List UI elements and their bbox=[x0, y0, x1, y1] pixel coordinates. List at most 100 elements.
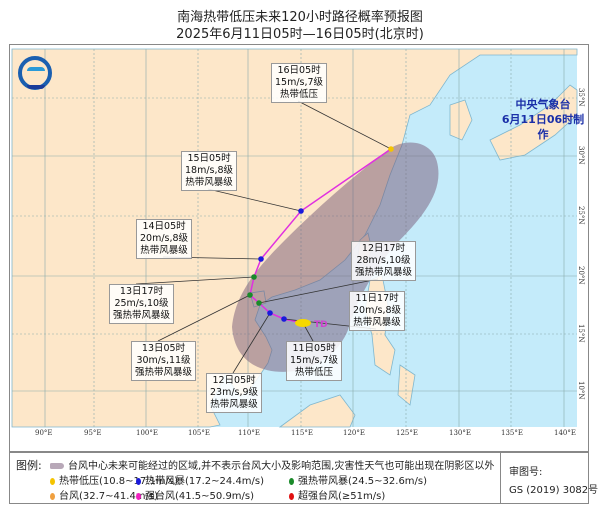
legend-item-text: 热带低压(10.8~17.1m/s) bbox=[59, 476, 179, 487]
annotation-speed: 18m/s,8级 bbox=[185, 165, 234, 176]
legend-item-text: 超强台风(≥51m/s) bbox=[298, 491, 386, 502]
legend-cone-text: 台风中心未来可能经过的区域,并不表示台风大小及影响范围,灾害性天气也可能出现在阴… bbox=[68, 461, 495, 472]
forecast-point[interactable] bbox=[298, 208, 304, 214]
longitude-label: 100°E bbox=[136, 429, 158, 437]
probability-cone bbox=[232, 142, 439, 372]
annotation-speed: 28m/s,10级 bbox=[356, 255, 411, 266]
current-position-marker bbox=[295, 319, 311, 327]
forecast-annotation: 13日17时 25m/s,10级 强热带风暴级 bbox=[109, 284, 175, 324]
forecast-annotation: 12日05时 23m/s,9级 热带风暴级 bbox=[206, 373, 263, 413]
latitude-label: 30°N bbox=[577, 146, 585, 165]
leader-line bbox=[232, 312, 271, 374]
annotation-speed: 15m/s,7级 bbox=[290, 355, 339, 366]
legend-cone: 台风中心未来可能经过的区域,并不表示台风大小及影响范围,灾害性天气也可能出现在阴… bbox=[50, 457, 494, 472]
category-dot-icon bbox=[50, 477, 55, 485]
annotation-time: 11日17时 bbox=[355, 293, 399, 304]
annotation-speed: 30m/s,11级 bbox=[136, 355, 191, 366]
annotation-speed: 25m/s,10级 bbox=[114, 298, 169, 309]
annotation-time: 13日17时 bbox=[119, 286, 164, 297]
issue-time: 6月11日06时制作 bbox=[501, 113, 585, 141]
forecast-point[interactable] bbox=[247, 292, 253, 298]
map-subtitle: 2025年6月11日05时—16日05时(北京时) bbox=[176, 27, 424, 42]
legend-item: 超强台风(≥51m/s) bbox=[289, 487, 385, 502]
storm-label: TD bbox=[314, 320, 328, 330]
legend-item: 强热带风暴(24.5~32.6m/s) bbox=[289, 472, 427, 487]
longitude-label: 105°E bbox=[188, 429, 210, 437]
latitude-label: 20°N bbox=[577, 266, 585, 285]
annotation-grade: 热带风暴级 bbox=[210, 399, 258, 410]
annotation-time: 12日05时 bbox=[212, 375, 256, 386]
longitude-label: 115°E bbox=[291, 429, 313, 437]
annotation-grade: 热带低压 bbox=[280, 89, 319, 100]
annotation-speed: 20m/s,8级 bbox=[353, 305, 402, 316]
forecast-point[interactable] bbox=[281, 316, 287, 322]
longitude-label: 140°E bbox=[554, 429, 576, 437]
map-title: 南海热带低压未来120小时路径概率预报图 bbox=[177, 10, 423, 25]
issuer-name: 中央气象台 bbox=[515, 98, 571, 111]
forecast-point[interactable] bbox=[267, 310, 273, 316]
legend-item: 热带低压(10.8~17.1m/s) bbox=[50, 472, 178, 487]
category-dot-icon bbox=[50, 492, 55, 500]
category-dot-icon bbox=[289, 492, 294, 500]
land-korea-japan bbox=[449, 84, 578, 161]
leader-line bbox=[258, 278, 379, 304]
annotation-speed: 23m/s,9级 bbox=[210, 387, 259, 398]
legend-item-text: 强台风(41.5~50.9m/s) bbox=[145, 491, 255, 502]
longitude-label: 130°E bbox=[449, 429, 471, 437]
forecast-point[interactable] bbox=[256, 300, 262, 306]
leader-line bbox=[135, 276, 255, 285]
forecast-point[interactable] bbox=[258, 256, 264, 262]
map-canvas: TD bbox=[11, 48, 578, 428]
category-dot-icon bbox=[136, 492, 141, 500]
annotation-time: 16日05时 bbox=[277, 65, 321, 76]
annotation-time: 13日05时 bbox=[141, 343, 186, 354]
issuer: 中央气象台 6月11日06时制作 bbox=[498, 97, 588, 142]
annotation-grade: 热带风暴级 bbox=[185, 177, 233, 188]
latitude-label: 25°N bbox=[577, 206, 585, 225]
forecast-point[interactable] bbox=[251, 274, 257, 280]
annotation-speed: 15m/s,7级 bbox=[275, 77, 324, 88]
annotation-grade: 热带低压 bbox=[295, 367, 334, 378]
annotation-grade: 强热带风暴级 bbox=[113, 310, 171, 321]
annotation-time: 12日17时 bbox=[361, 243, 406, 254]
leader-line bbox=[207, 188, 302, 212]
legend: 图例: 台风中心未来可能经过的区域,并不表示台风大小及影响范围,灾害性天气也可能… bbox=[9, 452, 598, 504]
annotation-grade: 强热带风暴级 bbox=[355, 267, 413, 278]
category-dot-icon bbox=[136, 477, 141, 485]
forecast-annotation: 13日05时 30m/s,11级 强热带风暴级 bbox=[131, 341, 197, 381]
legend-item: 强台风(41.5~50.9m/s) bbox=[136, 487, 254, 502]
longitude-label: 135°E bbox=[501, 429, 523, 437]
forecast-annotation: 11日17时 20m/s,8级 热带风暴级 bbox=[349, 291, 406, 331]
legend-item: 热带风暴(17.2~24.4m/s) bbox=[136, 472, 264, 487]
leader-line bbox=[297, 100, 392, 150]
category-dot-icon bbox=[289, 477, 294, 485]
forecast-point[interactable] bbox=[388, 146, 394, 152]
forecast-annotation: 15日05时 18m/s,8级 热带风暴级 bbox=[181, 151, 238, 191]
annotation-time: 15日05时 bbox=[187, 153, 231, 164]
forecast-annotation: 14日05时 20m/s,8级 热带风暴级 bbox=[136, 219, 193, 259]
review-box: 审图号: GS (2019) 3082号 bbox=[500, 453, 598, 503]
map-frame: TD 中央气象台 6月11日06时制作 90°E 95°E 100°E 105°E 11… bbox=[9, 44, 589, 452]
longitude-label: 120°E bbox=[343, 429, 365, 437]
cone-swatch-icon bbox=[50, 463, 64, 469]
legend-item-text: 台风(32.7~41.4m/s) bbox=[59, 491, 159, 502]
annotation-time: 14日05时 bbox=[142, 221, 186, 232]
forecast-annotation: 11日05时 15m/s,7级 热带低压 bbox=[286, 341, 343, 381]
land-borneo bbox=[278, 394, 356, 428]
legend-item: 台风(32.7~41.4m/s) bbox=[50, 487, 158, 502]
legend-item-text: 热带风暴(17.2~24.4m/s) bbox=[145, 476, 265, 487]
cma-logo bbox=[18, 56, 52, 90]
longitude-label: 95°E bbox=[84, 429, 102, 437]
annotation-grade: 热带风暴级 bbox=[140, 245, 188, 256]
legend-label: 图例: bbox=[16, 459, 42, 472]
latitude-label: 15°N bbox=[577, 324, 585, 343]
latitude-label: 10°N bbox=[577, 381, 585, 400]
latitude-label: 35°N bbox=[577, 88, 585, 107]
leader-line bbox=[157, 294, 251, 342]
annotation-speed: 20m/s,8级 bbox=[140, 233, 189, 244]
annotation-time: 11日05时 bbox=[292, 343, 336, 354]
review-label: 审图号: bbox=[509, 467, 543, 478]
review-number: GS (2019) 3082号 bbox=[509, 485, 599, 496]
longitude-label: 110°E bbox=[238, 429, 260, 437]
